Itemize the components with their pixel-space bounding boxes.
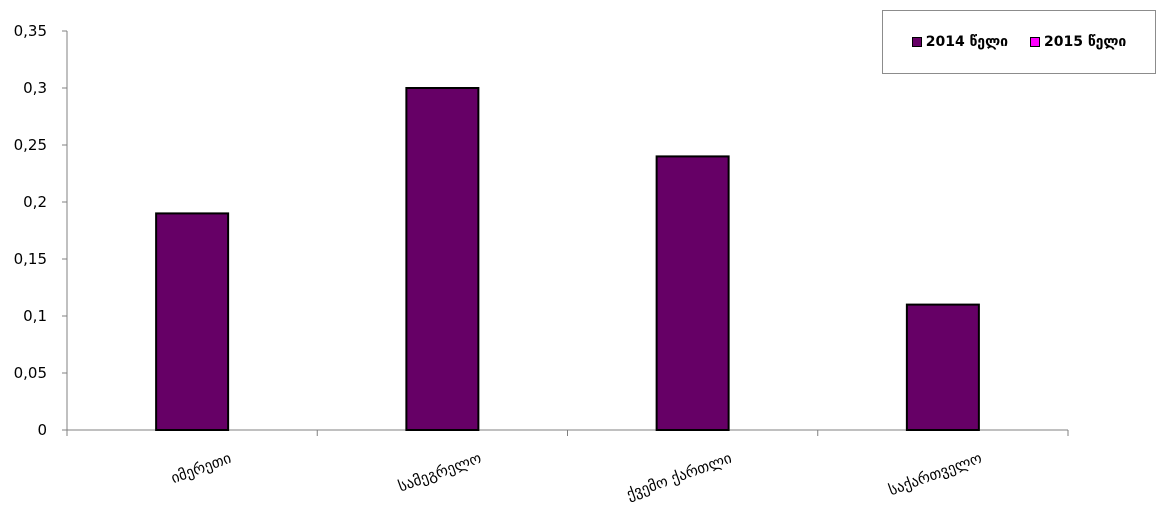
y-tick-label: 0,05 [14,364,47,382]
bar-2014-2 [655,155,730,431]
y-tick-label: 0,25 [14,136,47,154]
bar-2014-1 [405,87,480,431]
bar-2014-0 [155,212,230,431]
x-tick-label: ქვემო ქართლი [624,449,734,504]
x-tick-label: სამეგრელო [396,449,484,496]
y-tick-label: 0,3 [23,79,47,97]
legend: 2014 წელი 2015 წელი [882,10,1156,74]
bar-2014-3 [905,303,980,432]
y-tick-label: 0,2 [23,193,47,211]
legend-item-2014: 2014 წელი [911,34,1008,50]
y-tick-label: 0 [37,421,47,439]
legend-swatch-2015 [1030,37,1040,47]
x-tick-label: იმერეთი [169,449,234,487]
x-tick-labels: იმერეთი სამეგრელო ქვემო ქართლი საქართველო [169,449,985,504]
legend-item-2015: 2015 წელი [1030,34,1126,50]
legend-label-2015: 2015 წელი [1044,34,1127,50]
x-tick-label: საქართველო [886,449,984,499]
y-tick-label: 0,1 [23,307,47,325]
y-tick-label: 0,15 [14,250,47,268]
x-axis [66,429,1069,436]
legend-label-2014: 2014 წელი [925,34,1008,50]
legend-swatch-2014 [911,37,922,47]
bars [155,87,980,432]
y-axis: 0 0,05 0,1 0,15 0,2 0,25 0,3 0,35 [14,22,68,439]
y-tick-label: 0,35 [14,22,47,40]
